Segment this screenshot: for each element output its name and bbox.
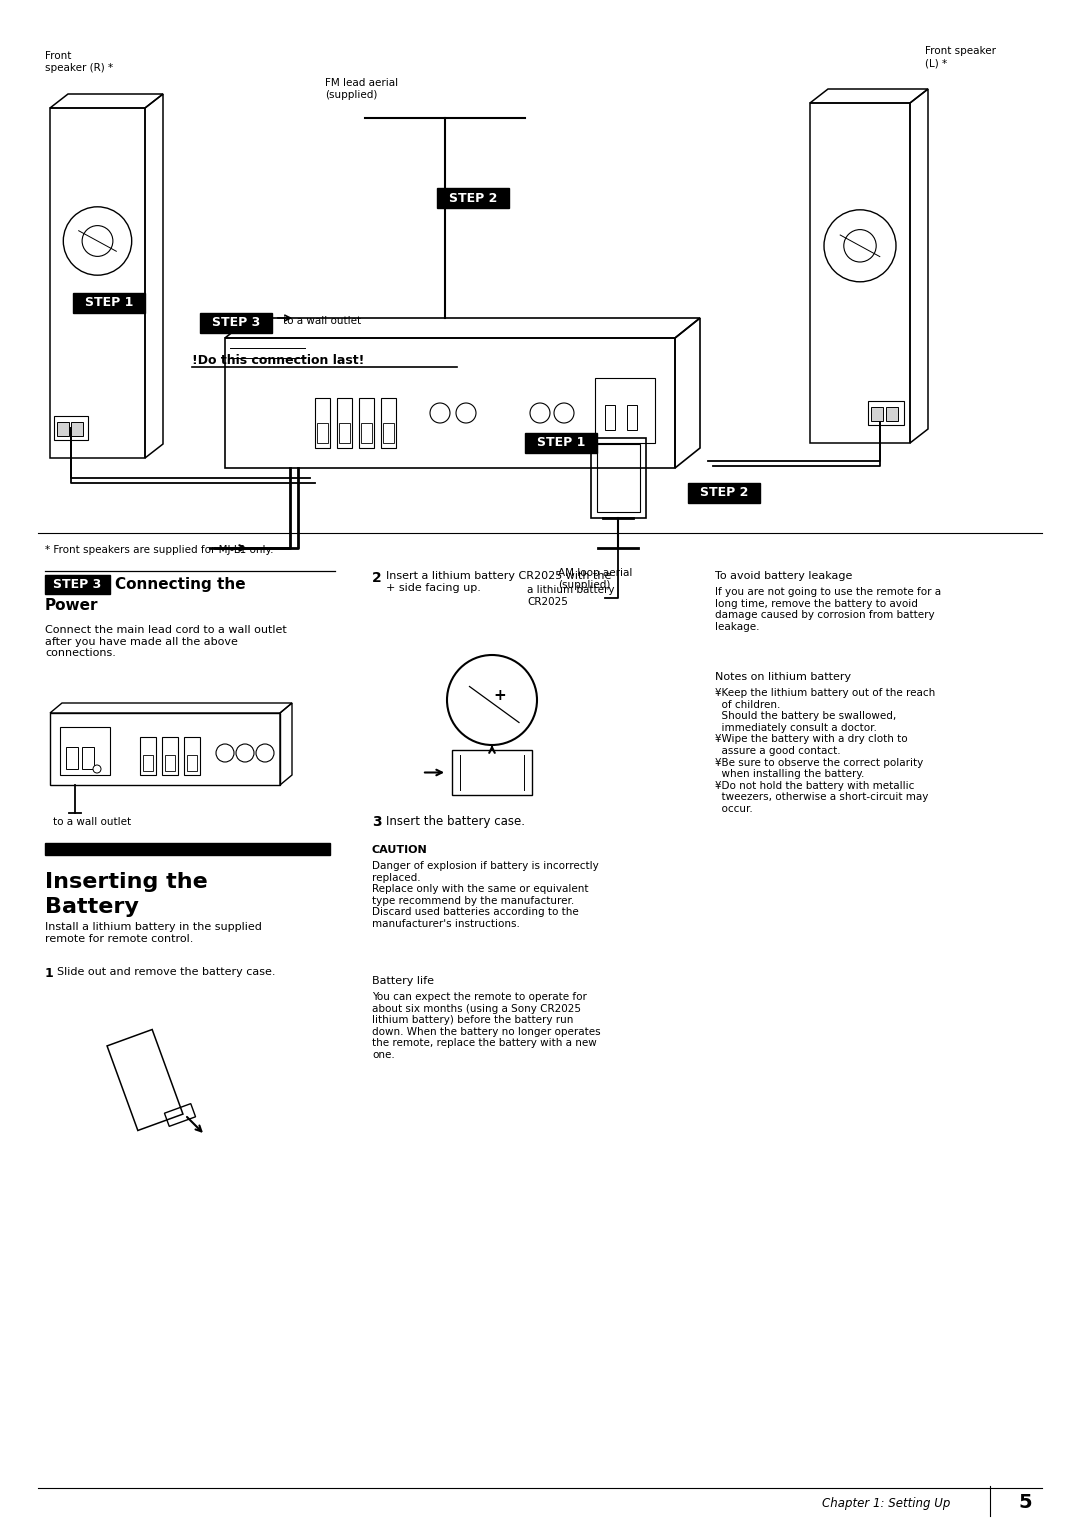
Text: STEP 1: STEP 1	[85, 296, 133, 310]
Text: +: +	[494, 688, 507, 703]
Bar	[381, 397, 396, 448]
Bar	[627, 405, 637, 429]
Text: !Do this connection last!: !Do this connection last!	[192, 353, 364, 367]
Bar	[810, 102, 910, 443]
Text: STEP 3: STEP 3	[212, 316, 260, 330]
Bar	[315, 397, 330, 448]
Bar	[162, 736, 178, 775]
Text: Insert the battery case.: Insert the battery case.	[386, 814, 525, 828]
Text: STEP 2: STEP 2	[449, 191, 497, 205]
Bar	[45, 843, 330, 856]
Bar	[140, 736, 156, 775]
Bar	[868, 400, 904, 425]
Bar	[361, 423, 372, 443]
Bar	[184, 736, 200, 775]
Bar	[359, 397, 374, 448]
Bar	[337, 397, 352, 448]
Text: STEP 1: STEP 1	[537, 437, 585, 449]
Text: ¥Keep the lithium battery out of the reach
  of children.
  Should the battery b: ¥Keep the lithium battery out of the rea…	[715, 688, 935, 814]
Bar	[886, 406, 897, 422]
Bar	[688, 483, 760, 503]
Bar	[143, 755, 153, 772]
Bar	[225, 338, 675, 468]
Bar	[383, 423, 394, 443]
Bar	[66, 747, 78, 769]
Text: Connect the main lead cord to a wall outlet
after you have made all the above
co: Connect the main lead cord to a wall out…	[45, 625, 287, 659]
Bar	[525, 432, 597, 452]
Bar	[71, 422, 83, 435]
Text: You can expect the remote to operate for
about six months (using a Sony CR2025
l: You can expect the remote to operate for…	[372, 992, 600, 1060]
Text: Insert a lithium battery CR2025 with the
+ side facing up.: Insert a lithium battery CR2025 with the…	[386, 571, 611, 593]
Text: 5: 5	[1018, 1493, 1031, 1513]
Text: a lithium battery
CR2025: a lithium battery CR2025	[527, 585, 615, 607]
Bar	[187, 755, 197, 772]
Text: STEP 2: STEP 2	[700, 486, 748, 500]
Bar	[596, 445, 639, 512]
Bar	[870, 406, 883, 422]
Text: Install a lithium battery in the supplied
remote for remote control.: Install a lithium battery in the supplie…	[45, 921, 261, 944]
Text: FM lead aerial
(supplied): FM lead aerial (supplied)	[325, 78, 399, 99]
Bar	[54, 416, 87, 440]
Bar	[57, 422, 69, 435]
Text: Inserting the: Inserting the	[45, 872, 207, 892]
Bar	[50, 714, 280, 785]
Text: Front speaker
(L) *: Front speaker (L) *	[924, 46, 996, 69]
Text: If you are not going to use the remote for a
long time, remove the battery to av: If you are not going to use the remote f…	[715, 587, 941, 631]
Bar	[50, 108, 145, 458]
Bar	[591, 439, 646, 518]
Text: Battery life: Battery life	[372, 976, 434, 986]
Bar	[45, 575, 110, 594]
Bar	[200, 313, 272, 333]
Bar	[437, 188, 509, 208]
Bar	[73, 293, 145, 313]
Bar	[595, 377, 654, 443]
Bar	[605, 405, 615, 429]
Text: * Front speakers are supplied for MJ-L1 only.: * Front speakers are supplied for MJ-L1 …	[45, 545, 273, 555]
Text: CAUTION: CAUTION	[372, 845, 428, 856]
Text: Front
speaker (R) *: Front speaker (R) *	[45, 52, 113, 73]
Text: 2: 2	[372, 571, 381, 585]
Text: Notes on lithium battery: Notes on lithium battery	[715, 672, 851, 681]
Text: Power: Power	[45, 597, 98, 613]
Text: AM loop aerial
(supplied): AM loop aerial (supplied)	[558, 568, 633, 590]
Text: Slide out and remove the battery case.: Slide out and remove the battery case.	[57, 967, 275, 976]
Text: to a wall outlet: to a wall outlet	[53, 817, 131, 827]
Text: To avoid battery leakage: To avoid battery leakage	[715, 571, 852, 581]
Text: 1: 1	[45, 967, 54, 979]
Text: STEP 3: STEP 3	[53, 578, 102, 591]
Bar	[453, 750, 532, 795]
Bar	[318, 423, 328, 443]
Text: to a wall outlet: to a wall outlet	[283, 316, 361, 325]
Text: Battery: Battery	[45, 897, 139, 917]
Circle shape	[93, 766, 102, 773]
Text: Chapter 1: Setting Up: Chapter 1: Setting Up	[822, 1496, 950, 1510]
Bar	[82, 747, 94, 769]
Bar	[339, 423, 350, 443]
Text: 3: 3	[372, 814, 381, 830]
Bar	[165, 755, 175, 772]
Bar	[60, 727, 110, 775]
Text: Danger of explosion if battery is incorrectly
replaced.
Replace only with the sa: Danger of explosion if battery is incorr…	[372, 860, 598, 929]
Text: Connecting the: Connecting the	[114, 578, 245, 593]
